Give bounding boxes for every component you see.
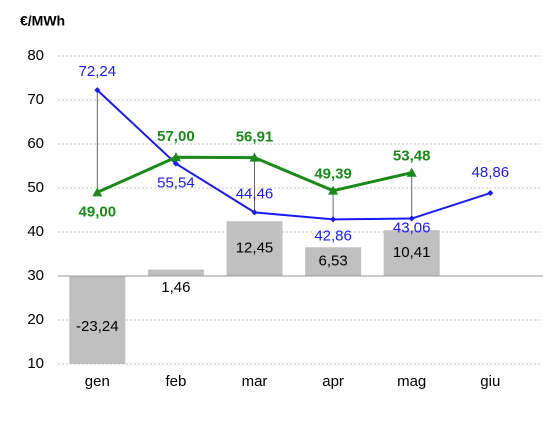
y-tick-label: 10 [27,355,44,372]
bar-label: 10,41 [393,244,431,261]
y-tick-label: 40 [27,223,44,240]
x-tick-label: gen [85,373,110,390]
bar [69,276,126,364]
value-label: 56,91 [236,129,274,146]
y-tick-label: 80 [27,47,44,64]
marker [251,209,258,216]
value-label: 44,46 [236,185,274,202]
y-tick-label: 30 [27,267,44,284]
x-tick-label: feb [165,373,186,390]
bar-label: -23,24 [76,318,119,335]
marker [330,216,337,223]
value-label: 72,24 [79,63,117,80]
marker [170,152,181,162]
y-tick-label: 20 [27,311,44,328]
value-label: 53,48 [393,148,431,165]
bar [383,230,440,276]
x-tick-label: mag [397,373,426,390]
marker [92,187,103,197]
bar-label: 6,53 [318,253,347,270]
value-label: 42,86 [314,227,352,244]
value-label: 43,06 [393,220,431,237]
marker [94,87,101,94]
marker [406,167,417,177]
y-tick-label: 60 [27,135,44,152]
x-tick-label: giu [480,373,500,390]
marker [328,185,339,195]
marker [487,190,494,197]
plot-area [69,221,440,364]
x-tick-label: mar [242,373,268,390]
bar-label: 12,45 [236,240,274,257]
y-tick-label: 70 [27,91,44,108]
marker [408,215,415,222]
value-label: 57,00 [157,128,195,145]
value-label: 55,54 [157,175,195,192]
y-tick-label: 50 [27,179,44,196]
value-label: 49,39 [314,166,352,183]
marker [249,152,260,162]
bar [305,247,362,276]
bar [226,221,283,276]
line [96,89,491,221]
marker [172,160,179,167]
bar-label: 1,46 [161,279,190,296]
value-label: 48,86 [472,164,510,181]
bar [147,269,204,276]
x-tick-label: apr [322,373,344,390]
value-label: 49,00 [79,203,117,220]
y-axis-label: €/MWh [20,13,65,29]
